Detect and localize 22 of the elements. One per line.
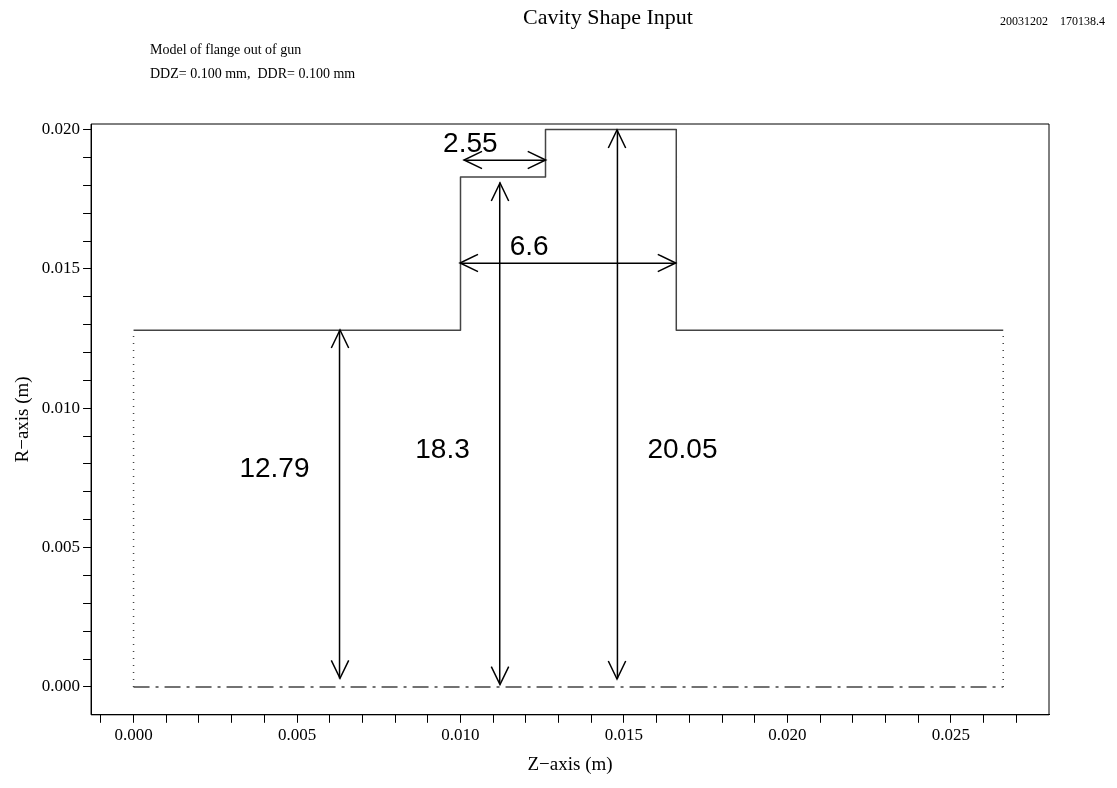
y-tick-label: 0.005	[41, 537, 81, 557]
y-tick-label: 0.015	[41, 258, 81, 278]
x-tick-label: 0.005	[277, 725, 317, 745]
y-axis-title: R−axis (m)	[11, 376, 34, 463]
annotation: 2.55	[443, 126, 498, 158]
y-tick-label: 0.000	[41, 676, 81, 696]
y-tick-label: 0.020	[41, 119, 81, 139]
chart-title: Cavity Shape Input	[523, 4, 693, 29]
annotation: 20.05	[647, 432, 718, 464]
x-tick-label: 0.020	[768, 725, 807, 745]
text: DDZ= 0.100 mm, DDR= 0.100 mm	[150, 66, 356, 82]
x-tick-label: 0.010	[441, 725, 480, 745]
text: 20031202 170138.4	[1000, 14, 1105, 29]
annotation: 12.79	[239, 452, 310, 484]
annotation: 18.3	[415, 432, 470, 464]
chart-subtitle: Model of flange out of gun	[150, 42, 302, 58]
x-tick-label: 0.025	[931, 725, 971, 745]
x-tick-label: 0.015	[604, 725, 644, 745]
y-tick-label: 0.010	[41, 397, 81, 417]
x-tick-label: 0.000	[114, 725, 153, 745]
x-axis-title: Z−axis (m)	[527, 752, 613, 775]
annotation: 6.6	[509, 230, 549, 262]
